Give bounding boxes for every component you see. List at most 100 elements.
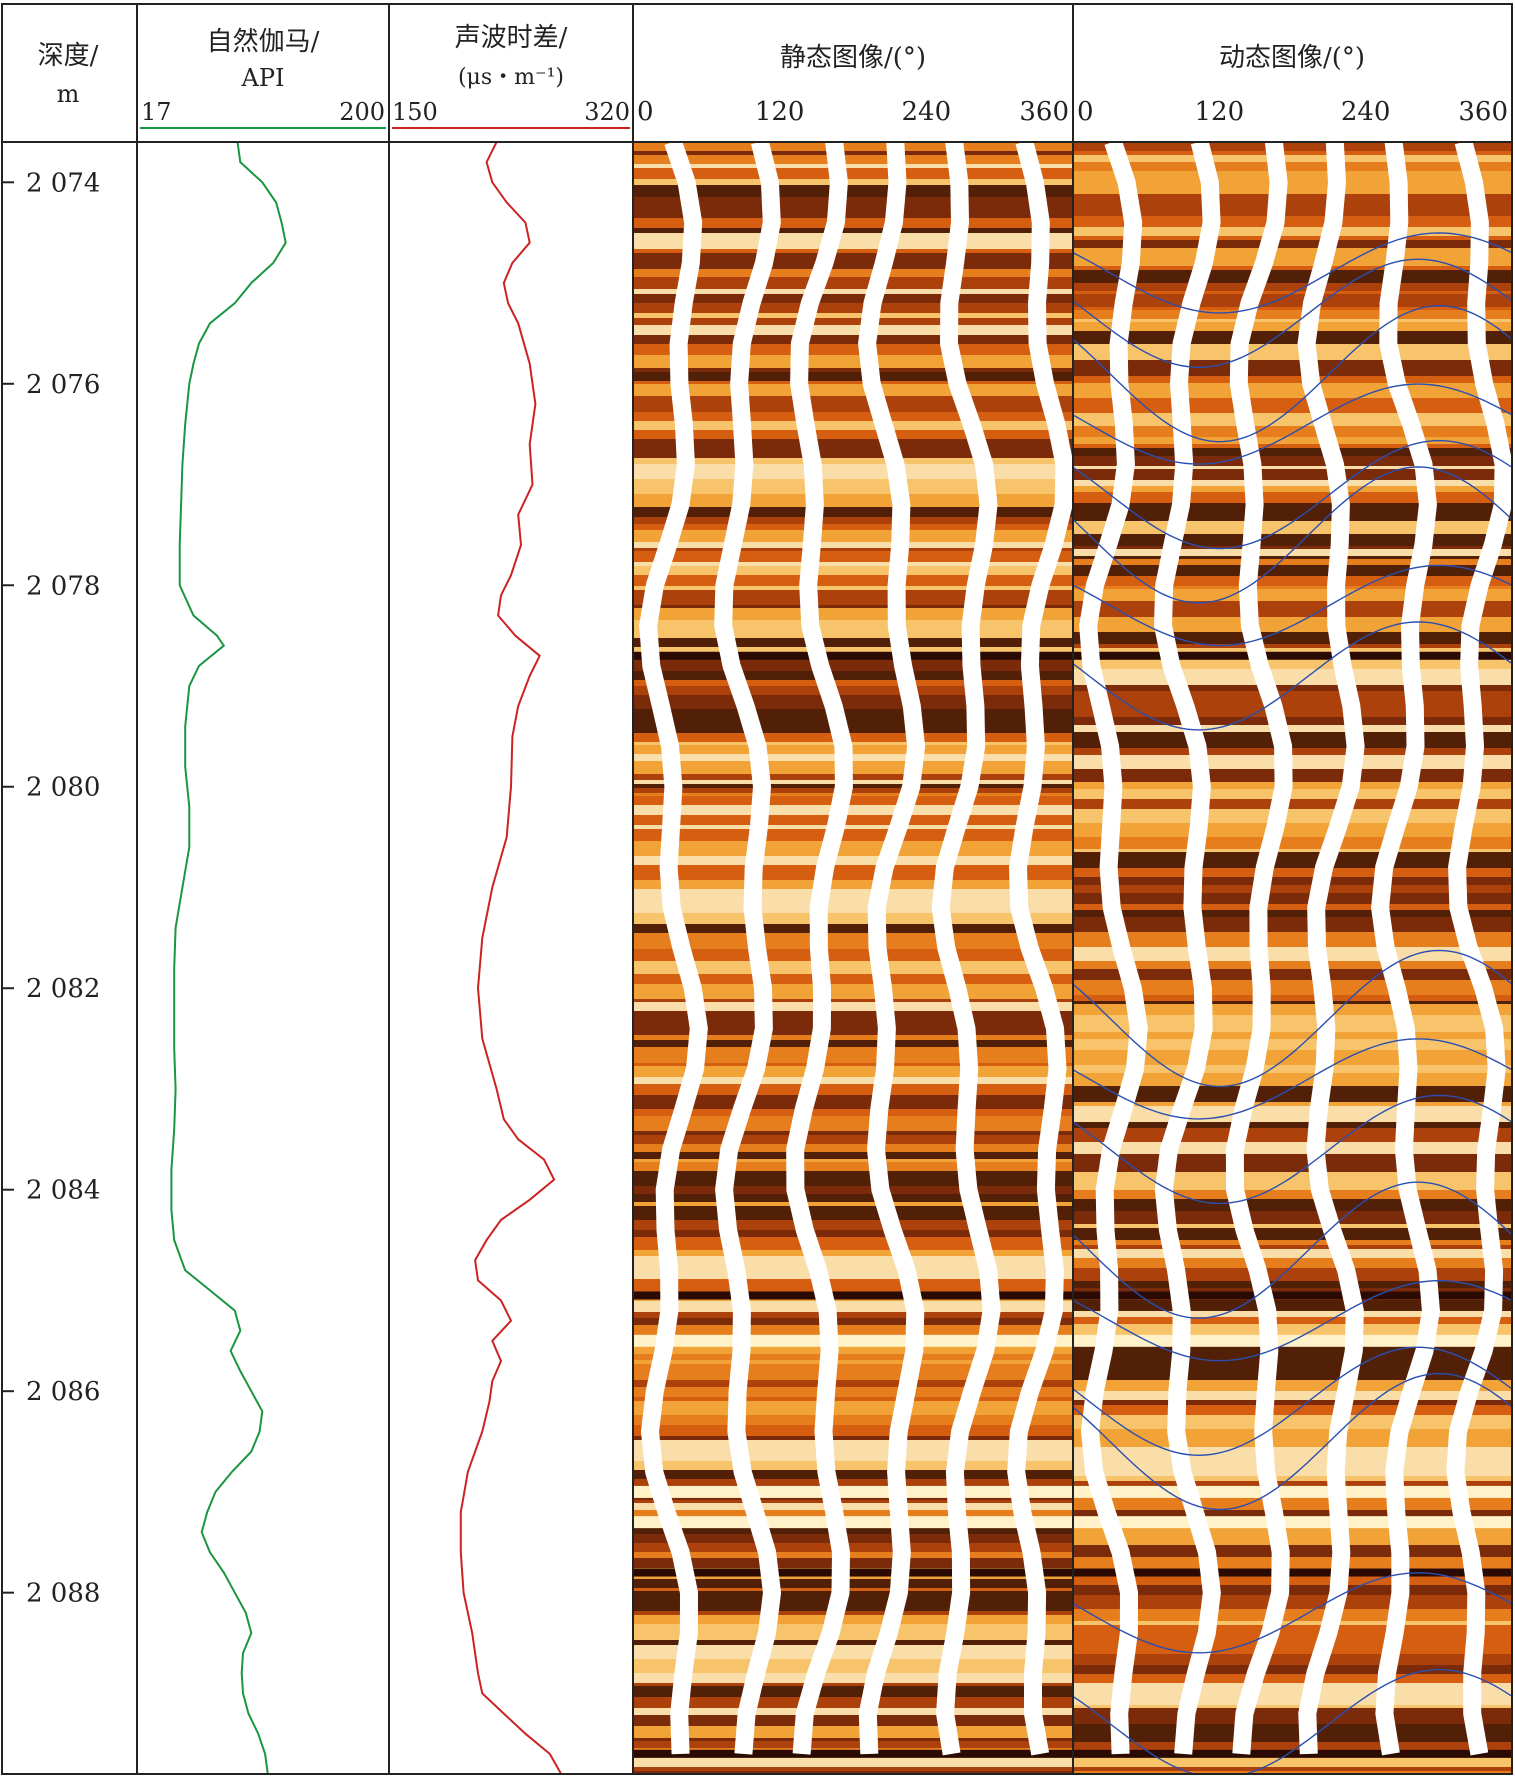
dynamic-image-sinusoid [1073,466,1512,604]
static-image-band [633,1401,1073,1415]
dynamic-image-band [1073,1708,1512,1724]
static-image-band [633,1659,1073,1673]
static-image-band [633,344,1073,355]
static-image-band [633,318,1073,325]
static-image-band [633,1095,1073,1109]
dynamic-image-band [1073,162,1512,171]
dynamic-image-band [1073,155,1512,162]
static-image-band [633,1159,1073,1162]
dynamic-image-tick-label: 240 [1341,97,1391,127]
dynamic-image-light-bed [1073,1485,1512,1498]
static-image-band [633,1040,1073,1047]
static-image-band [633,1380,1073,1387]
dynamic-image-band [1073,444,1512,448]
dynamic-image-band [1073,936,1512,943]
dynamic-image-sinusoid [1073,232,1512,314]
static-image-band [633,686,1073,689]
dynamic-image-band [1073,837,1512,849]
static-image-band [633,1186,1073,1194]
static-image-header: 静态图像/(°) 0 120 240 360 [637,43,1069,127]
gamma-ray-title-line1: 自然伽马/ [207,27,320,57]
dynamic-image-sinusoid [1073,1038,1512,1120]
dynamic-image-band [1073,283,1512,291]
dynamic-image-band [1073,1476,1512,1481]
static-image-band [633,1640,1073,1645]
dynamic-image-band [1073,151,1512,155]
dynamic-image-band [1073,1300,1512,1311]
dynamic-image-dark-bed [1073,1568,1512,1577]
dynamic-image-sinusoid [1073,1181,1512,1319]
dynamic-image-band [1073,799,1512,809]
sonic-scale-min: 150 [392,98,438,126]
static-image-band [633,796,1073,805]
sonic-curve-track [459,142,563,1774]
sonic-curve [459,142,563,1774]
gamma-ray-curve-track [170,142,287,1774]
dynamic-image-title: 动态图像/(°) [1219,43,1365,73]
static-image-band [633,933,1073,949]
dynamic-image-band [1073,1154,1512,1158]
depth-tick-label: 2 082 [26,974,100,1004]
dynamic-image-band [1073,1039,1512,1050]
static-image-band [633,384,1073,396]
static-image-band [633,725,1073,733]
static-image-band [633,1741,1073,1745]
static-image-band [633,1771,1073,1774]
static-image-band [633,1757,1073,1767]
dynamic-image-band [1073,717,1512,725]
static-image-light-bed [633,1516,1073,1529]
dynamic-image-band [1073,1767,1512,1771]
frame [1,3,1513,1775]
dynamic-image-band [1073,1268,1512,1281]
dynamic-image-sinusoid [1073,258,1512,369]
static-image-band [633,421,1073,430]
static-image-band [633,313,1073,318]
static-image-band [633,742,1073,745]
dynamic-image-band [1073,852,1512,868]
dynamic-image-band [1073,1199,1512,1211]
static-image-pad-gap [931,142,1001,1756]
static-image-band [633,396,1073,412]
dynamic-image-band [1073,617,1512,632]
static-image-band [633,754,1073,761]
dynamic-image-band [1073,1122,1512,1128]
static-image-band [633,430,1073,439]
static-image-band [633,1271,1073,1279]
dynamic-image-band [1073,877,1512,885]
dynamic-image-band [1073,1625,1512,1640]
dynamic-image-band [1073,1228,1512,1240]
static-image-band [633,865,1073,880]
static-image-band [633,524,1073,530]
static-image-band [633,1503,1073,1510]
dynamic-image-band [1073,1705,1512,1708]
static-image-band [633,1738,1073,1741]
static-image-band [633,1615,1073,1624]
static-image-band [633,805,1073,815]
static-image-title: 静态图像/(°) [780,43,926,73]
dynamic-image-band [1073,360,1512,376]
dynamic-image-band [1073,1674,1512,1683]
dynamic-image-sinusoid [1073,621,1512,731]
static-image-band [633,1084,1073,1095]
dynamic-image-band [1073,1585,1512,1595]
dynamic-image-band [1073,1065,1512,1073]
static-image-band [633,507,1073,517]
dynamic-image-band [1073,868,1512,877]
static-image-band [633,856,1073,865]
dynamic-image-band [1073,1380,1512,1391]
static-image-band [633,745,1073,754]
dynamic-image-band [1073,1481,1512,1484]
dynamic-image-band [1073,1245,1512,1249]
static-image-band [633,889,1073,903]
dynamic-image-sinusoid [1073,1094,1512,1205]
dynamic-image-band [1073,809,1512,823]
static-image-band [633,1301,1073,1312]
dynamic-image-band [1073,171,1512,186]
static-image-band [633,709,1073,714]
static-image-band [633,1256,1073,1271]
dynamic-image-sinusoid [1073,1668,1512,1774]
static-image-band [633,903,1073,913]
dynamic-image-band [1073,1683,1512,1692]
static-image-band [633,1109,1073,1116]
